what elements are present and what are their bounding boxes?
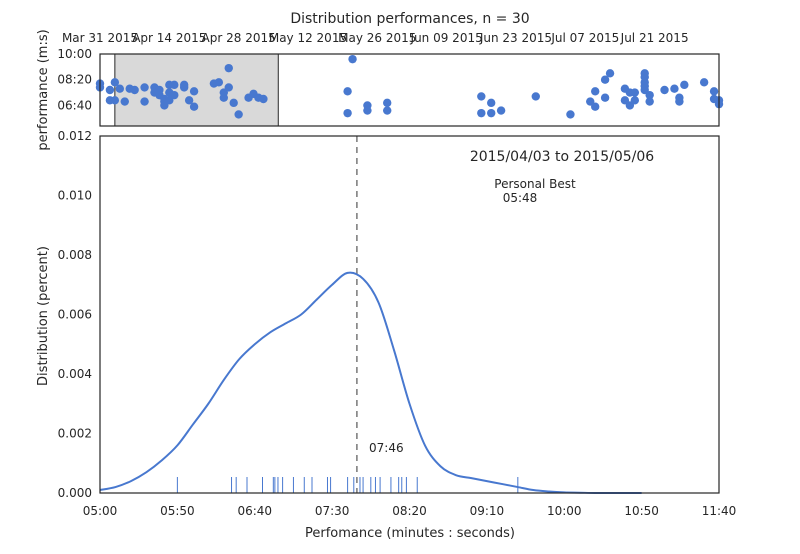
- top-x-tick-label: May 26 2015: [338, 31, 416, 45]
- scatter-point: [189, 87, 199, 96]
- bottom-x-tick-label: 11:40: [702, 504, 737, 518]
- bottom-x-tick-label: 05:50: [160, 504, 195, 518]
- top-x-tick-label: Jul 21 2015: [620, 31, 689, 45]
- scatter-point: [130, 85, 139, 95]
- bottom-y-tick-label: 0.010: [58, 189, 92, 203]
- bottom-y-tick-label: 0.008: [58, 248, 92, 262]
- top-scatter-points: [95, 54, 724, 119]
- top-x-tick-label: Jun 23 2015: [479, 31, 552, 45]
- scatter-point: [110, 96, 120, 105]
- scatter-point: [363, 106, 372, 115]
- scatter-point: [179, 80, 189, 90]
- bottom-x-tick-label: 09:10: [470, 504, 505, 518]
- scatter-point: [224, 83, 233, 92]
- bottom-axes-frame: [99, 135, 720, 494]
- scatter-point: [670, 84, 679, 93]
- scatter-point: [110, 78, 120, 87]
- date-range-annotation: 2015/04/03 to 2015/05/06: [470, 149, 654, 165]
- scatter-point: [383, 98, 392, 108]
- scatter-point: [680, 80, 689, 90]
- top-y-ticks: 10:00 08:20 06:40: [57, 47, 92, 112]
- bottom-x-tick-label: 10:50: [624, 504, 659, 518]
- scatter-point: [105, 85, 115, 95]
- scatter-point: [591, 102, 600, 111]
- bottom-x-tick-label: 10:00: [547, 504, 582, 518]
- top-chart-title: Distribution performances, n = 30: [290, 11, 529, 27]
- scatter-point: [140, 97, 149, 106]
- scatter-point: [170, 80, 179, 90]
- scatter-point: [115, 84, 125, 93]
- density-curve: [99, 271, 642, 495]
- bottom-y-tick-label: 0.006: [58, 308, 92, 322]
- bottom-y-tick-label: 0.012: [58, 129, 92, 143]
- scatter-point: [531, 92, 540, 101]
- personal-best-value: 05:48: [503, 191, 538, 205]
- top-x-tick-label: Apr 28 2015: [202, 31, 276, 45]
- top-x-tick-label: May 12 2015: [269, 31, 347, 45]
- reference-line-label: 07:46: [369, 441, 404, 455]
- top-y-tick-label: 06:40: [57, 98, 92, 112]
- scatter-point: [219, 93, 228, 102]
- bottom-x-tick-label: 05:00: [83, 504, 118, 518]
- bottom-x-tick-label: 08:20: [392, 504, 427, 518]
- top-x-tick-label: Jun 09 2015: [410, 31, 483, 45]
- bottom-y-tick-label: 0.002: [58, 427, 92, 441]
- scatter-point: [645, 97, 654, 106]
- scatter-point: [224, 63, 233, 73]
- bottom-x-ticks: 05:00 05:50 06:40 07:30 08:20 09:10 10:00 10:50…: [83, 504, 737, 518]
- scatter-point: [630, 88, 640, 97]
- scatter-point: [645, 90, 654, 100]
- top-x-tick-label: Jul 07 2015: [550, 31, 619, 45]
- scatter-point: [709, 87, 719, 96]
- scatter-point: [343, 87, 352, 96]
- scatter-point: [630, 96, 640, 105]
- top-x-tick-label: Mar 31 2015: [62, 31, 138, 45]
- scatter-point: [600, 75, 610, 84]
- scatter-point: [487, 98, 496, 108]
- bottom-x-axis-label: Perfomance (minutes : seconds): [305, 526, 515, 541]
- scatter-point: [591, 87, 600, 96]
- scatter-point: [170, 90, 179, 100]
- scatter-point: [566, 110, 575, 119]
- scatter-point: [120, 97, 129, 106]
- personal-best-label: Personal Best: [494, 177, 576, 191]
- scatter-point: [229, 98, 238, 108]
- scatter-point: [189, 102, 199, 111]
- scatter-point: [259, 94, 268, 104]
- bottom-x-tick-label: 06:40: [237, 504, 272, 518]
- bottom-y-ticks: 0.000 0.002 0.004 0.006 0.008 0.010 0.012: [58, 129, 92, 500]
- scatter-point: [699, 78, 709, 87]
- top-y-tick-label: 08:20: [57, 73, 92, 87]
- bottom-y-tick-label: 0.004: [58, 367, 92, 381]
- scatter-point: [348, 54, 357, 64]
- bottom-y-tick-label: 0.000: [58, 486, 92, 500]
- scatter-point: [600, 93, 610, 102]
- bottom-chart: 0.000 0.002 0.004 0.006 0.008 0.010 0.012 05:0…: [58, 129, 737, 518]
- scatter-point: [343, 108, 352, 118]
- scatter-point: [383, 106, 392, 115]
- scatter-point: [605, 69, 615, 78]
- bottom-y-axis-label: Distribution (percent): [36, 246, 51, 386]
- scatter-point: [214, 78, 224, 87]
- rug-marks: [176, 477, 519, 493]
- scatter-point: [660, 85, 669, 95]
- scatter-point: [675, 97, 684, 106]
- scatter-point: [234, 110, 243, 119]
- scatter-point: [477, 92, 486, 101]
- scatter-point: [496, 106, 506, 115]
- scatter-point: [477, 108, 486, 118]
- top-y-axis-label: performance (m:s): [36, 29, 51, 150]
- top-y-tick-label: 10:00: [57, 47, 92, 61]
- scatter-point: [487, 108, 496, 118]
- scatter-point: [140, 83, 149, 92]
- scatter-point: [184, 96, 194, 105]
- top-axes-frame: [99, 53, 720, 127]
- top-x-tick-label: Apr 14 2015: [132, 31, 206, 45]
- bottom-x-tick-label: 07:30: [315, 504, 350, 518]
